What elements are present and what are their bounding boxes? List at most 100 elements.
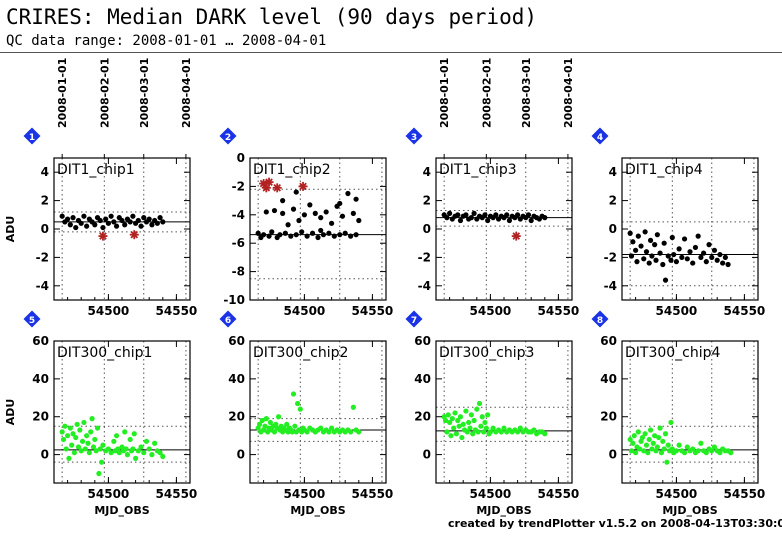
data-point [135, 217, 141, 224]
data-point [288, 233, 294, 239]
data-point [628, 448, 635, 454]
y-tick-label: 20 [228, 410, 245, 424]
data-point [105, 446, 111, 452]
data-point [65, 433, 71, 439]
data-point [79, 438, 86, 444]
data-point [681, 450, 688, 456]
data-point [339, 213, 346, 219]
panel-badge-icon [591, 310, 609, 328]
data-point [706, 242, 712, 248]
data-point [329, 220, 335, 226]
x-tick-label: 54500 [470, 487, 512, 501]
data-point [709, 448, 715, 454]
panel-badge-number: 4 [597, 133, 603, 143]
panel-badge-icon [591, 127, 609, 145]
x-tick-label: 54500 [88, 304, 130, 318]
data-point [471, 210, 477, 216]
data-point [255, 230, 261, 236]
data-point [138, 223, 144, 229]
y-tick-label: -2 [604, 250, 617, 264]
y-tick-label: 60 [228, 334, 245, 348]
data-point [451, 425, 457, 431]
x-tick-label: 54550 [538, 304, 580, 318]
data-point [628, 253, 635, 259]
y-tick-label: 0 [41, 448, 49, 462]
y-tick-label: -4 [36, 279, 49, 293]
data-point [449, 416, 455, 422]
data-point [452, 410, 458, 416]
data-point [643, 249, 650, 255]
data-point [92, 222, 98, 228]
data-point [676, 442, 682, 448]
data-point [476, 400, 483, 407]
data-point [312, 210, 318, 216]
data-point [122, 222, 128, 228]
data-point [501, 425, 507, 431]
y-tick-label: -10 [223, 293, 245, 307]
data-point [660, 261, 666, 268]
panel-label: DIT300_chip4 [625, 345, 721, 361]
data-point [116, 450, 122, 456]
data-point [318, 215, 324, 221]
data-point [728, 450, 734, 456]
data-point [490, 425, 496, 431]
data-point [92, 436, 98, 443]
data-point [668, 257, 674, 263]
data-point [475, 429, 481, 435]
date-tick-label: 2008-04-01 [180, 58, 193, 128]
data-point [345, 190, 351, 197]
data-point [262, 423, 268, 429]
data-point [647, 237, 654, 243]
y-tick-label: -2 [232, 179, 245, 193]
x-tick-label: 54500 [656, 304, 698, 318]
data-point [348, 233, 354, 239]
data-point [498, 429, 504, 435]
data-point [295, 400, 301, 407]
page-title: CRIRES: Median DARK level (90 days perio… [6, 5, 538, 29]
outlier-point-stroke [273, 184, 282, 192]
data-point [356, 429, 362, 435]
data-point [100, 224, 106, 231]
data-point [692, 244, 699, 251]
data-point [637, 446, 643, 452]
data-point [318, 227, 324, 234]
data-point [649, 446, 655, 452]
data-point [353, 232, 359, 238]
data-point [271, 429, 278, 435]
data-point [447, 210, 453, 216]
data-point [657, 425, 663, 431]
data-point [717, 450, 723, 456]
data-point [695, 448, 701, 454]
plot-frame [249, 340, 387, 484]
data-point [267, 419, 273, 426]
data-point [67, 425, 73, 431]
data-point [658, 450, 665, 456]
data-point [482, 419, 488, 426]
data-point [664, 459, 670, 465]
y-tick-label: 60 [414, 334, 431, 348]
date-tick-label: 2008-03-01 [138, 58, 151, 128]
data-point [122, 429, 128, 435]
data-point [671, 251, 677, 258]
panel-label: DIT300_chip1 [57, 345, 152, 361]
panel-badge-number: 7 [411, 316, 417, 326]
data-point [138, 444, 144, 450]
page-subtitle: QC data range: 2008-01-01 … 2008-04-01 [6, 33, 327, 49]
data-point [681, 236, 688, 242]
data-point [722, 254, 728, 260]
date-tick-label: 2008-04-01 [562, 58, 575, 128]
data-point [133, 455, 139, 461]
data-point [269, 229, 275, 235]
data-point [631, 433, 637, 439]
data-point [464, 429, 470, 435]
data-point [119, 217, 125, 224]
data-point [280, 198, 286, 204]
data-point [263, 416, 269, 422]
outlier-point-stroke [130, 230, 139, 239]
panel-badge-number: 2 [225, 133, 231, 143]
outlier-point [298, 181, 308, 191]
data-point [329, 425, 335, 431]
data-point [525, 212, 532, 218]
y-tick-label: 0 [423, 222, 431, 236]
